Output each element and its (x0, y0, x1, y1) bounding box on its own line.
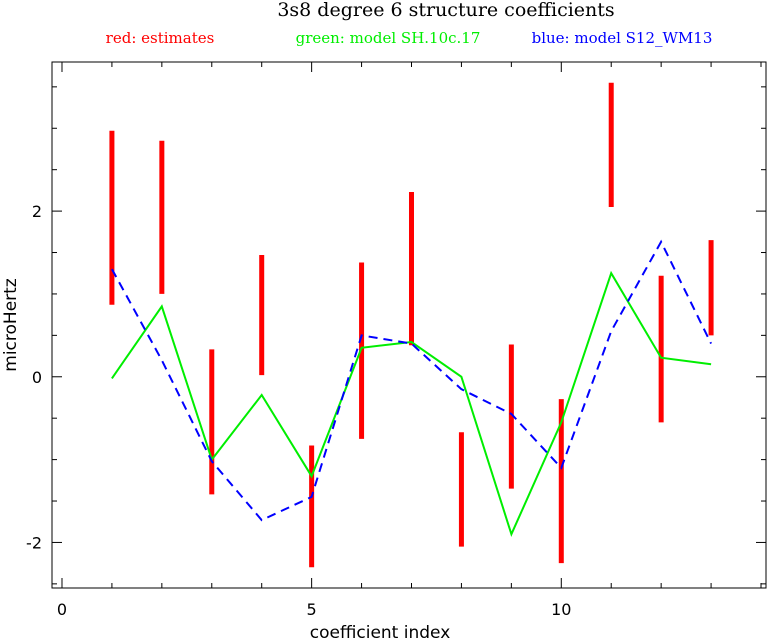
legend-estimates: red: estimates (106, 29, 215, 47)
axis-ticks: 0 5 10 -2 0 2 (26, 62, 766, 619)
y-tick-label: 2 (32, 202, 42, 221)
x-tick-label: 0 (57, 600, 67, 619)
chart-title: 3s8 degree 6 structure coefficients (277, 0, 614, 21)
legend-model-sh10c17: green: model SH.10c.17 (296, 29, 481, 47)
y-tick-label: -2 (26, 533, 42, 552)
y-tick-label: 0 (32, 368, 42, 387)
y-axis-label: microHertz (1, 278, 21, 372)
plot-series (109, 82, 714, 568)
plot-frame (51, 61, 767, 589)
legend-model-s12wm13: blue: model S12_WM13 (532, 29, 713, 47)
x-tick-label: 5 (307, 600, 317, 619)
series-line-s12wm13 (111, 239, 712, 522)
x-tick-label: 10 (551, 600, 571, 619)
x-axis-label: coefficient index (310, 623, 451, 641)
